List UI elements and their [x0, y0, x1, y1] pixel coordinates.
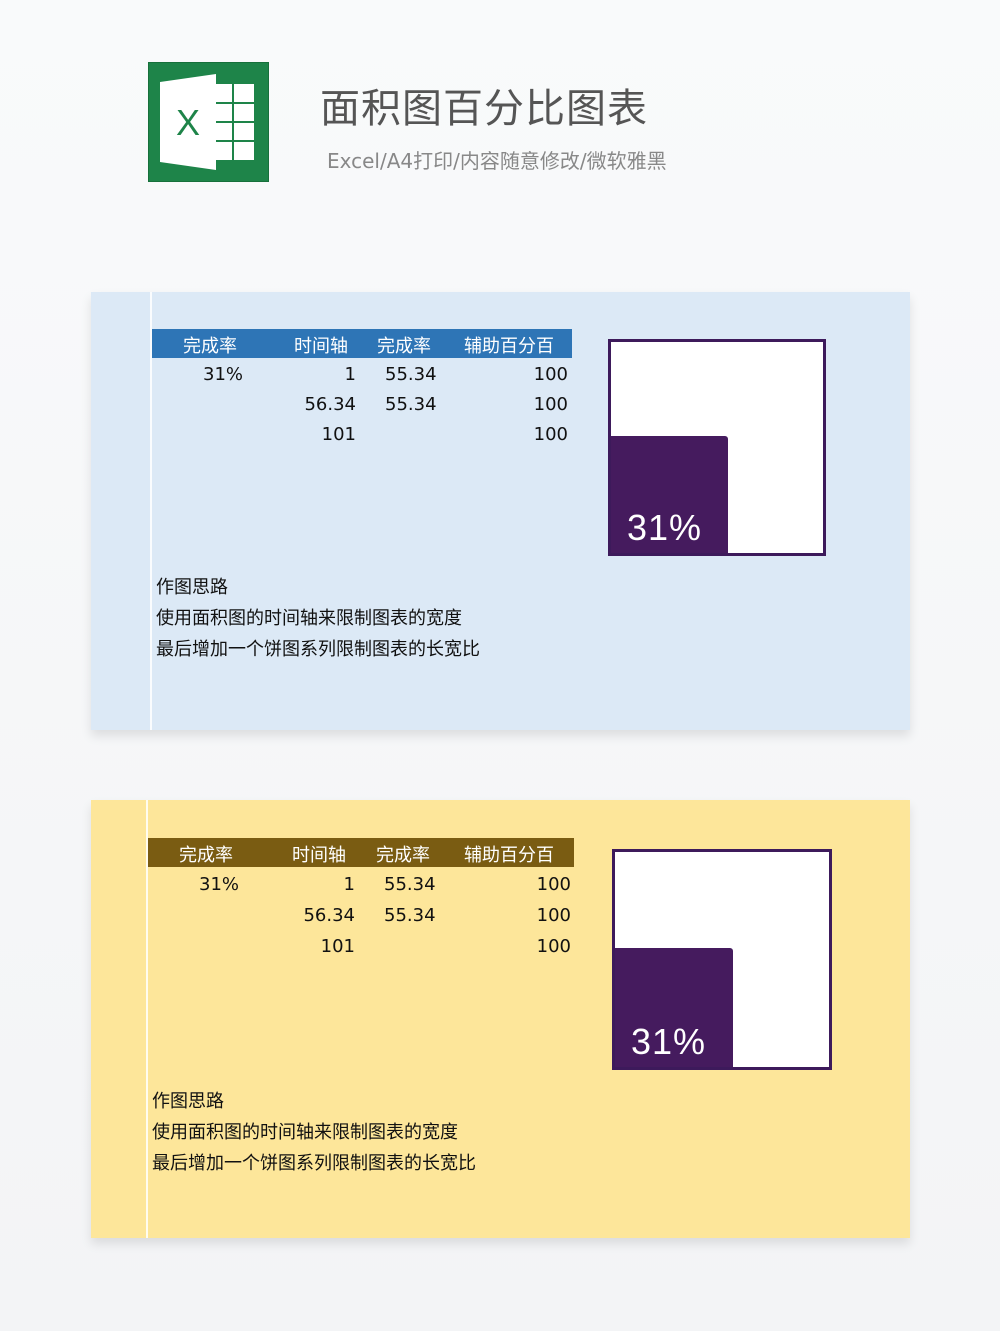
area-chart: 31%	[608, 339, 826, 556]
col-header-completion-2: 完成率	[377, 336, 431, 357]
table-cell: 55.34	[385, 364, 437, 385]
table-cell: 101	[320, 936, 355, 957]
chart-area-fill	[615, 948, 734, 1067]
table-cell: 56.34	[304, 394, 356, 415]
table-cell: 100	[536, 936, 571, 957]
notes: 作图思路 使用面积图的时间轴来限制图表的宽度 最后增加一个饼图系列限制图表的长宽…	[156, 572, 480, 665]
table-header: 完成率 时间轴 完成率 辅助百分百	[148, 838, 574, 867]
col-header-timeline: 时间轴	[294, 336, 348, 357]
col-header-completion: 完成率	[179, 845, 233, 866]
col-header-timeline: 时间轴	[292, 845, 346, 866]
table-cell: 55.34	[384, 905, 436, 926]
panel-divider	[146, 800, 148, 1238]
panel-yellow: 完成率 时间轴 完成率 辅助百分百 31% 1 55.34 100 56.34 …	[91, 800, 910, 1238]
notes-title: 作图思路	[156, 577, 228, 598]
col-header-completion: 完成率	[183, 336, 237, 357]
table-cell: 1	[344, 364, 356, 385]
table-cell: 100	[536, 905, 571, 926]
excel-logo-icon: X	[148, 62, 269, 182]
notes-line: 使用面积图的时间轴来限制图表的宽度	[156, 608, 462, 629]
table-cell: 31%	[199, 874, 240, 895]
table-cell: 56.34	[303, 905, 355, 926]
table-cell: 1	[343, 874, 355, 895]
table-cell: 55.34	[385, 394, 437, 415]
notes-line: 使用面积图的时间轴来限制图表的宽度	[152, 1122, 458, 1143]
page-subtitle: Excel/A4打印/内容随意修改/微软雅黑	[327, 149, 667, 173]
notes-line: 最后增加一个饼图系列限制图表的长宽比	[156, 639, 480, 660]
chart-area-fill	[611, 436, 729, 553]
table-cell: 55.34	[384, 874, 436, 895]
table-cell: 100	[533, 394, 568, 415]
notes-title: 作图思路	[152, 1091, 224, 1112]
chart-percent-label: 31%	[627, 507, 703, 548]
logo-letter: X	[176, 102, 200, 143]
col-header-completion-2: 完成率	[376, 845, 430, 866]
chart-percent-label: 31%	[631, 1021, 707, 1062]
notes-line: 最后增加一个饼图系列限制图表的长宽比	[152, 1153, 476, 1174]
col-header-helper: 辅助百分百	[464, 845, 554, 866]
area-chart: 31%	[612, 849, 832, 1070]
panel-divider	[150, 292, 152, 730]
table-cell: 31%	[203, 364, 244, 385]
page-title: 面积图百分比图表	[320, 86, 648, 132]
panel-blue: 完成率 时间轴 完成率 辅助百分百 31% 1 55.34 100 56.34 …	[91, 292, 910, 730]
table-cell: 100	[536, 874, 571, 895]
table-header: 完成率 时间轴 完成率 辅助百分百	[152, 329, 572, 358]
table-cell: 100	[533, 364, 568, 385]
col-header-helper: 辅助百分百	[464, 336, 554, 357]
table-cell: 101	[321, 424, 356, 445]
table-cell: 100	[533, 424, 568, 445]
notes: 作图思路 使用面积图的时间轴来限制图表的宽度 最后增加一个饼图系列限制图表的长宽…	[152, 1086, 476, 1179]
